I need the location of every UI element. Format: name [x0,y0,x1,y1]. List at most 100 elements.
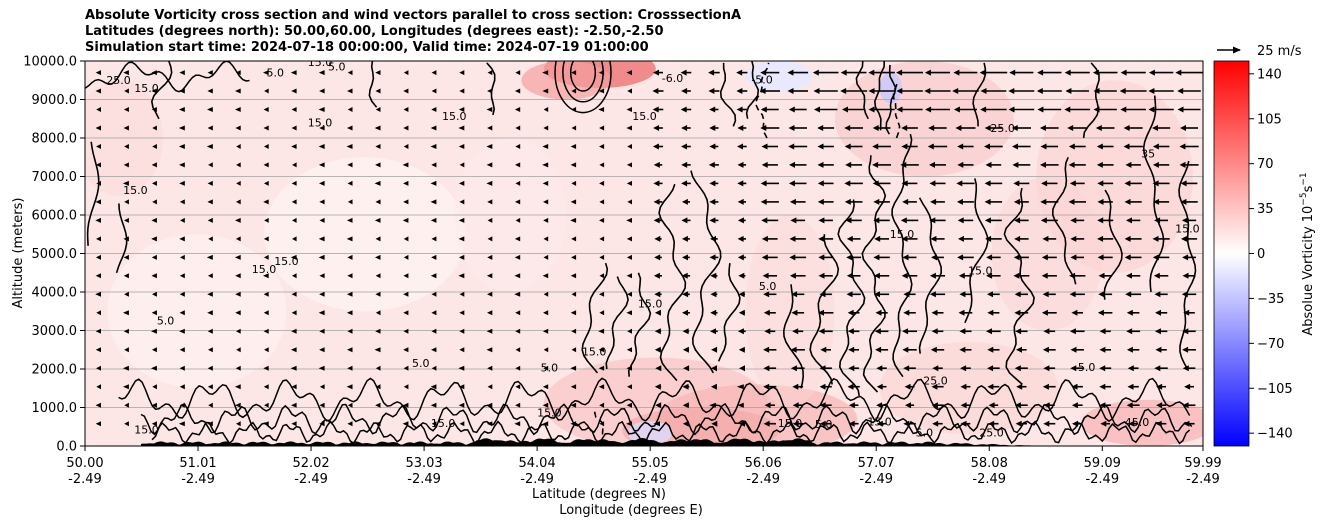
wind-vector-head [763,346,770,353]
wind-vector [626,273,632,279]
wind-vector [626,347,632,353]
wind-vector [402,217,409,223]
wind-vector-head [927,143,934,150]
wind-vector-head [708,69,715,76]
wind-vector-head [737,125,744,131]
wind-vector-head [956,180,963,187]
contour-line [892,80,901,139]
wind-vector [151,421,157,427]
wind-vector [207,328,213,334]
wind-vector [319,291,325,297]
contour-line [569,61,597,92]
x-tick-label-lat: 52.02 [292,456,329,471]
wind-vector [375,144,381,149]
wind-vector [179,162,185,168]
wind-vector [124,291,129,297]
wind-vector [403,180,409,186]
contour-line [140,402,1193,436]
wind-vector [95,125,101,131]
wind-vector-head [737,217,744,224]
wind-vector-head [1155,346,1162,353]
wind-vector [123,107,129,112]
wind-vector [151,402,157,408]
wind-vector [264,88,269,94]
wind-vector [430,199,437,205]
wind-vector [347,199,353,205]
contour-line [85,61,250,93]
wind-vector-head [1119,88,1126,94]
wind-vector [403,199,409,205]
wind-vector-head [1042,291,1049,298]
wind-vector-head [980,88,987,94]
wind-vector [152,384,157,390]
wind-vector [571,328,577,334]
wind-vector [263,125,269,131]
wind-vector [179,328,185,334]
wind-vector-head [1123,143,1130,150]
wind-vector [458,273,465,279]
wind-vector-head [817,161,824,168]
wind-vector-head [1016,346,1022,353]
wind-vector-head [1156,402,1163,409]
wind-vector [208,347,213,353]
wind-vector [124,347,129,353]
wind-vector-head [1181,235,1187,242]
wind-vector [95,70,101,76]
wind-vector [96,310,101,316]
wind-vector [123,273,129,279]
wind-vector-head [792,420,799,427]
x-axis: 50.00-2.4951.01-2.4952.02-2.4953.03-2.49… [66,446,1222,487]
wind-vector-head [845,217,852,224]
wind-vector-head [654,328,661,335]
wind-vector [542,273,549,279]
wind-vector-head [1153,272,1160,279]
wind-vector [599,180,605,186]
wind-vector [319,328,325,334]
wind-vector [347,365,353,371]
wind-vector-head [760,69,767,76]
wind-vector [292,273,297,279]
wind-vector [235,402,241,408]
wind-vector [208,236,213,242]
vorticity-field [85,61,1203,446]
wind-vector [123,384,129,390]
wind-vector [599,162,605,168]
wind-vector [264,180,269,186]
y-axis: 0.0 1000.0 2000.0 3000.0 4000.0 5000.0 6000.0 7… [23,55,85,455]
wind-vector-head [902,328,909,335]
wind-vector [151,273,157,279]
wind-vector-head [763,383,770,390]
wind-vector [486,347,493,353]
wind-vector-head [1126,217,1132,224]
contour-line [1178,160,1197,370]
wind-vector-head [763,291,770,298]
wind-vector [347,347,353,353]
colorbar-tick-label: −140 [1257,427,1293,442]
wind-vector [292,217,297,223]
wind-vector [403,402,409,408]
wind-vector [124,402,129,408]
wind-vector [290,70,297,76]
wind-vector [292,162,297,168]
wind-vector-head [1154,328,1161,335]
wind-vector [459,310,465,316]
wind-vector-head [902,254,909,261]
wind-vector-head [1042,383,1049,390]
wind-vector-head [901,125,908,131]
wind-vector-head [903,365,910,372]
wind-vector [375,365,381,371]
wind-vector-head [930,198,937,205]
wind-vector-head [737,328,744,335]
wind-vector-head [1124,198,1131,205]
wind-vector [515,217,521,223]
wind-vector [515,125,521,131]
contour-label: 15.0 [123,184,148,197]
wind-vector [179,107,185,112]
wind-vector-head [960,383,967,390]
wind-vector-head [896,88,903,94]
wind-vector-head [1069,272,1076,279]
wind-vector-head [1148,88,1155,94]
wind-vector [235,236,241,242]
wind-vector [486,144,493,149]
wind-vector-head [1120,69,1127,76]
